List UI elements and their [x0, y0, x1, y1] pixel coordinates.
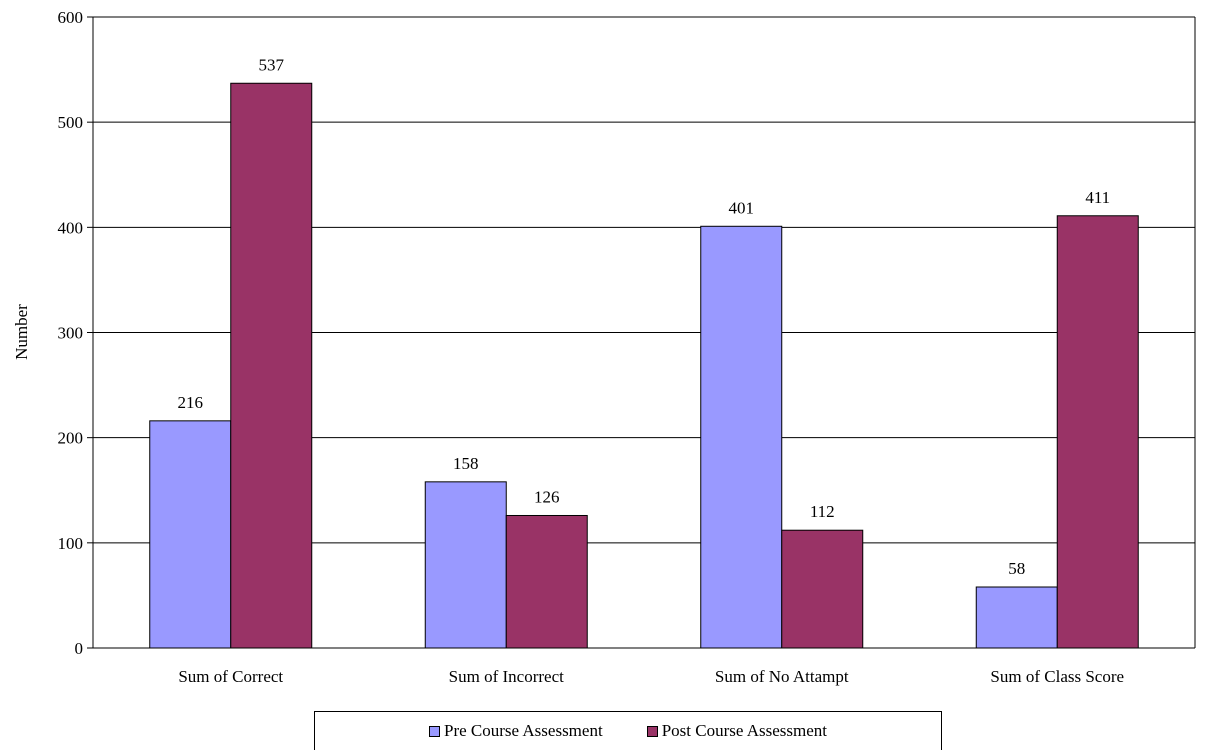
x-category-label: Sum of Incorrect — [449, 667, 564, 686]
axes — [87, 16, 1196, 649]
labels: 0 100 200 300 400 500 600 216 537 Sum of Correct 1… — [58, 8, 1125, 686]
data-label: 537 — [259, 55, 285, 74]
y-tick-label: 600 — [58, 8, 84, 27]
y-tick-label: 0 — [75, 639, 84, 658]
y-tick-label: 400 — [58, 218, 84, 237]
data-label: 126 — [534, 487, 560, 506]
y-tick-label: 100 — [58, 534, 84, 553]
data-label: 112 — [810, 502, 835, 521]
legend: Pre Course Assessment Post Course Assess… — [314, 711, 942, 750]
bar — [424, 481, 507, 649]
legend-swatch-pre — [429, 725, 441, 737]
data-label: 158 — [453, 454, 479, 473]
data-label: 216 — [178, 393, 204, 412]
legend-entry-post: Post Course Assessment — [646, 721, 827, 741]
legend-label-post: Post Course Assessment — [661, 721, 827, 740]
y-tick-label: 300 — [58, 324, 84, 343]
legend-label-pre: Pre Course Assessment — [444, 721, 603, 740]
data-label: 401 — [729, 198, 755, 217]
legend-entry-pre: Pre Course Assessment — [429, 721, 603, 741]
y-tick-label: 500 — [58, 113, 84, 132]
bar — [975, 586, 1058, 649]
x-category-label: Sum of No Attampt — [715, 667, 849, 686]
x-category-label: Sum of Correct — [178, 667, 283, 686]
bar — [230, 82, 313, 649]
bars — [149, 82, 1139, 649]
bar — [1056, 215, 1139, 649]
y-tick-label: 200 — [58, 429, 84, 448]
data-label: 411 — [1085, 188, 1110, 207]
legend-swatch-post — [646, 725, 658, 737]
y-axis-title: Number — [12, 304, 31, 360]
data-label: 58 — [1008, 559, 1025, 578]
bar — [781, 529, 864, 649]
bar — [505, 514, 588, 649]
bar — [700, 225, 783, 649]
x-category-label: Sum of Class Score — [990, 667, 1124, 686]
bar — [149, 420, 232, 649]
